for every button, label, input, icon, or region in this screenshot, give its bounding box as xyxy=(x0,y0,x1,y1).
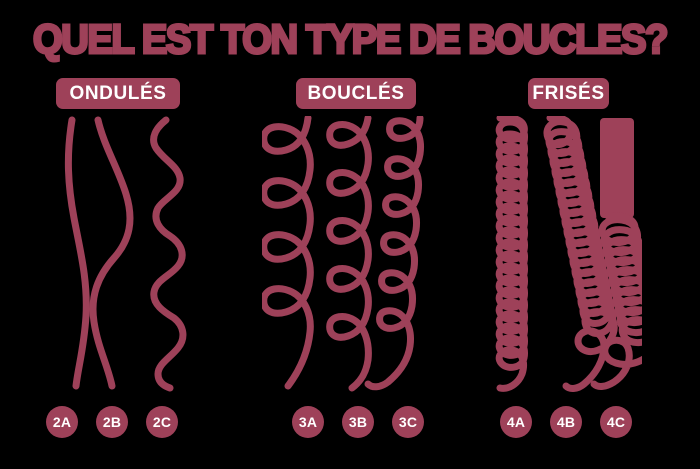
strand-illustration-curly-group xyxy=(262,116,424,392)
strand-3b xyxy=(326,116,372,392)
category-header-ondules: ONDULÉS xyxy=(56,78,180,109)
strand-illustration-coily-group xyxy=(495,116,642,392)
type-badge-2a: 2A xyxy=(46,406,78,438)
type-badge-2b: 2B xyxy=(96,406,128,438)
strand-4c xyxy=(590,118,642,390)
strand-2b xyxy=(89,116,134,390)
type-badge-3c: 3C xyxy=(392,406,424,438)
strand-3a xyxy=(262,116,314,390)
type-badge-4b: 4B xyxy=(550,406,582,438)
category-header-frises: FRISÉS xyxy=(528,78,609,109)
type-badge-3b: 3B xyxy=(342,406,374,438)
strand-2a xyxy=(64,116,90,390)
strand-4b xyxy=(543,116,618,392)
type-badge-4a: 4A xyxy=(500,406,532,438)
type-badge-4c: 4C xyxy=(600,406,632,438)
page-title: QUEL EST TON TYPE DE BOUCLES? xyxy=(32,15,670,64)
type-badge-3a: 3A xyxy=(292,406,324,438)
strand-illustration-wavy-group xyxy=(64,116,187,392)
strand-3c xyxy=(364,116,424,391)
category-header-boucles: BOUCLÉS xyxy=(296,78,416,109)
strand-4a xyxy=(495,116,528,392)
strand-2c xyxy=(150,116,187,392)
type-badge-2c: 2C xyxy=(146,406,178,438)
